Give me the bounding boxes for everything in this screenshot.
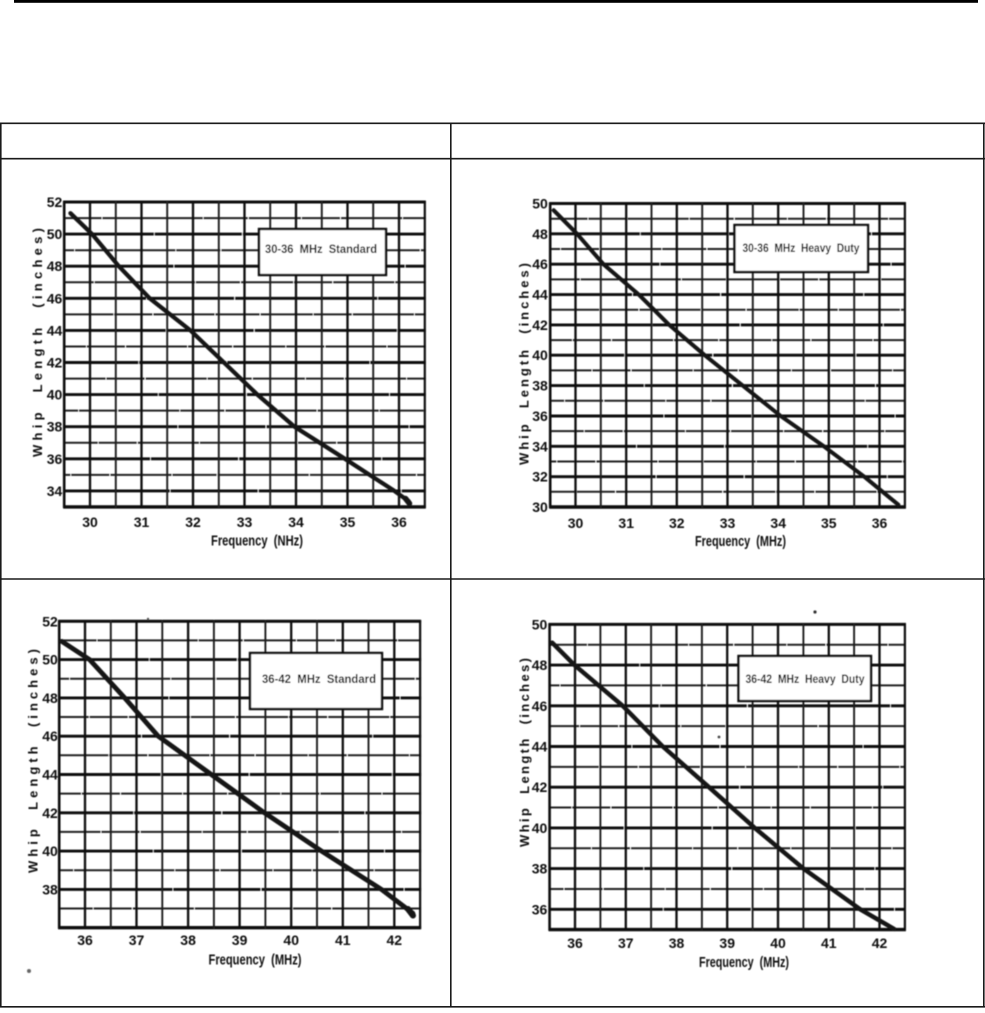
svg-text:36: 36 (872, 515, 888, 531)
svg-text:44: 44 (532, 739, 548, 755)
svg-text:40: 40 (770, 935, 786, 951)
svg-text:36-42 MHz Standard: 36-42 MHz Standard (262, 672, 376, 686)
svg-text:41: 41 (821, 935, 837, 951)
svg-text:37: 37 (129, 932, 145, 948)
svg-text:42: 42 (387, 932, 403, 948)
svg-text:39: 39 (719, 935, 735, 951)
svg-text:48: 48 (532, 657, 548, 673)
svg-text:40: 40 (42, 843, 58, 859)
svg-text:30: 30 (568, 515, 584, 531)
svg-text:50: 50 (532, 616, 548, 632)
svg-text:36-42 MHz Heavy Duty: 36-42 MHz Heavy Duty (746, 672, 865, 686)
svg-text:46: 46 (532, 256, 548, 272)
svg-text:38: 38 (532, 378, 548, 394)
svg-text:33: 33 (720, 515, 736, 531)
svg-text:40: 40 (283, 932, 299, 948)
svg-text:38: 38 (669, 935, 685, 951)
svg-text:48: 48 (47, 258, 63, 274)
svg-text:32: 32 (532, 469, 548, 485)
svg-text:30: 30 (532, 499, 548, 515)
svg-text:44: 44 (47, 322, 63, 338)
svg-text:Whip Length (inches): Whip Length (inches) (517, 658, 532, 847)
svg-text:48: 48 (532, 226, 548, 242)
svg-text:42: 42 (47, 355, 63, 371)
svg-text:46: 46 (42, 728, 58, 744)
svg-text:36: 36 (532, 408, 548, 424)
svg-text:38: 38 (532, 861, 548, 877)
svg-text:35: 35 (821, 515, 837, 531)
svg-text:36: 36 (77, 932, 93, 948)
svg-text:38: 38 (47, 419, 63, 435)
svg-text:50: 50 (47, 226, 63, 242)
svg-text:46: 46 (47, 290, 63, 306)
svg-text:31: 31 (618, 515, 634, 531)
svg-text:42: 42 (532, 779, 548, 795)
svg-text:34: 34 (288, 514, 304, 530)
svg-text:34: 34 (770, 515, 786, 531)
svg-text:36: 36 (391, 514, 407, 530)
svg-text:38: 38 (42, 881, 58, 897)
svg-text:30: 30 (82, 514, 98, 530)
svg-text:30-36 MHz Standard: 30-36 MHz Standard (265, 242, 377, 256)
svg-text:36: 36 (47, 451, 63, 467)
svg-text:40: 40 (532, 347, 548, 363)
svg-text:Frequency (NHz): Frequency (NHz) (211, 534, 303, 550)
svg-text:31: 31 (134, 514, 150, 530)
svg-text:50: 50 (42, 652, 58, 668)
svg-text:42: 42 (872, 935, 888, 951)
svg-text:33: 33 (237, 514, 253, 530)
svg-text:46: 46 (532, 698, 548, 714)
svg-text:38: 38 (180, 932, 196, 948)
svg-text:35: 35 (340, 514, 356, 530)
svg-text:Whip Length (inches): Whip Length (inches) (30, 228, 45, 457)
svg-text:34: 34 (532, 438, 548, 454)
svg-text:44: 44 (42, 767, 58, 783)
svg-text:Frequency (MHz): Frequency (MHz) (209, 953, 302, 969)
svg-text:42: 42 (42, 805, 58, 821)
svg-text:50: 50 (532, 196, 548, 212)
svg-text:Frequency (MHz): Frequency (MHz) (699, 955, 789, 971)
svg-text:52: 52 (42, 613, 58, 629)
svg-text:36: 36 (567, 935, 583, 951)
svg-text:44: 44 (532, 287, 548, 303)
svg-text:Whip Length (inches): Whip Length (inches) (26, 649, 41, 873)
svg-text:32: 32 (185, 514, 201, 530)
svg-text:Whip Length (inches): Whip Length (inches) (517, 263, 532, 465)
svg-text:48: 48 (42, 690, 58, 706)
svg-text:30-36 MHz Heavy Duty: 30-36 MHz Heavy Duty (743, 241, 860, 255)
svg-text:36: 36 (532, 901, 548, 917)
svg-text:42: 42 (532, 317, 548, 333)
svg-text:Frequency (MHz): Frequency (MHz) (695, 534, 786, 550)
svg-text:40: 40 (532, 820, 548, 836)
svg-text:34: 34 (47, 483, 63, 499)
svg-text:40: 40 (47, 387, 63, 403)
svg-text:52: 52 (47, 194, 63, 210)
svg-text:37: 37 (618, 935, 634, 951)
svg-text:39: 39 (232, 932, 248, 948)
svg-text:32: 32 (669, 515, 685, 531)
svg-text:41: 41 (335, 932, 351, 948)
